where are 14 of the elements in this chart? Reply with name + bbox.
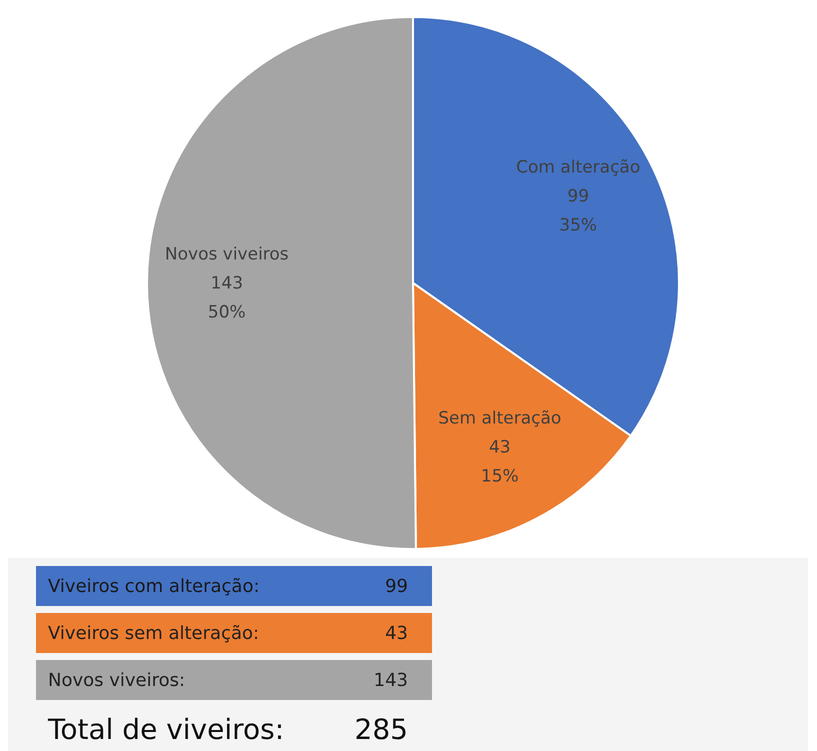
data-label: 43 15% xyxy=(480,437,519,486)
text: 285 xyxy=(354,712,408,746)
slice-label: Com alteração xyxy=(516,158,640,178)
slice-label: Sem alteração xyxy=(438,408,562,428)
text: 143 xyxy=(374,670,408,690)
text: 99 xyxy=(385,576,408,596)
text: Viveiros com alteração: xyxy=(48,576,260,596)
text: 43 xyxy=(385,622,408,644)
data-label: 143 50% xyxy=(208,274,246,323)
text: Viveiros sem alteração: xyxy=(48,622,260,644)
text: Novos viveiros: xyxy=(48,670,186,690)
text: Total de viveiros: xyxy=(48,712,284,746)
data-label: 99 35% xyxy=(559,186,598,236)
slice-label: Novos viveiros xyxy=(164,244,289,265)
